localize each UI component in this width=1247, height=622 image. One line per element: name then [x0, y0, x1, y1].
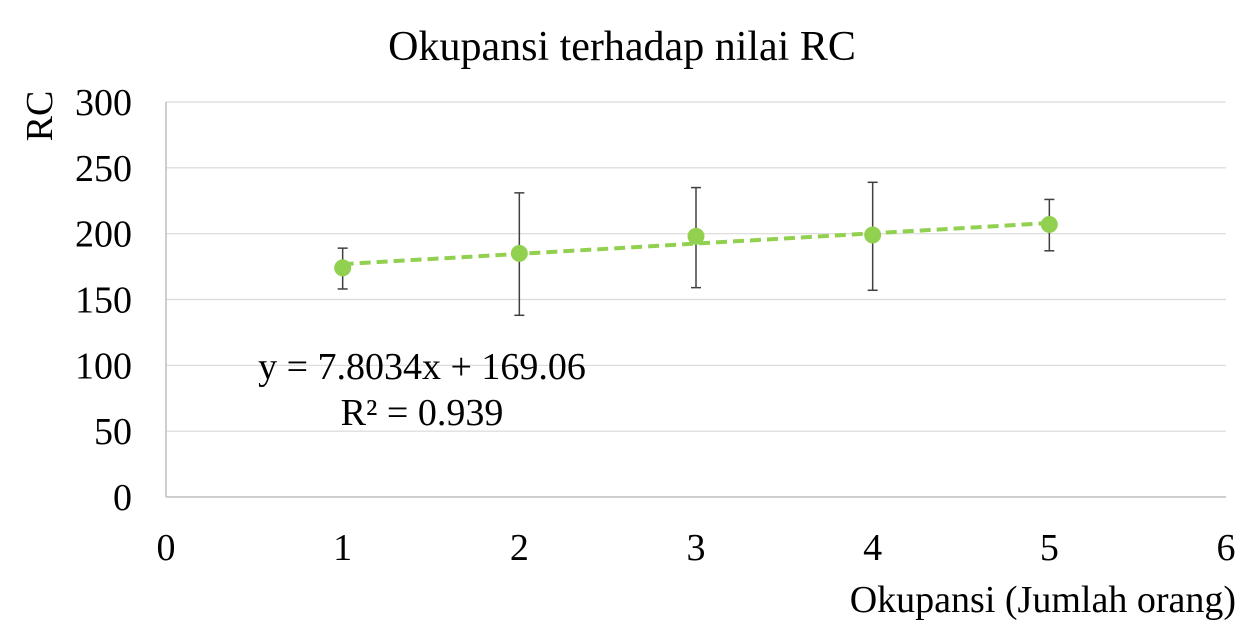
- x-tick-label-6: 6: [1217, 527, 1236, 569]
- x-axis-label: Okupansi (Jumlah orang): [850, 579, 1236, 621]
- chart-title: Okupansi terhadap nilai RC: [388, 24, 856, 70]
- y-tick-label-100: 100: [75, 345, 132, 387]
- gridlines: [166, 101, 1226, 432]
- data-point-2: [510, 244, 528, 262]
- x-tick-label-5: 5: [1040, 527, 1059, 569]
- trendline-r-squared: R² = 0.939: [341, 392, 504, 434]
- data-point-1: [334, 259, 352, 277]
- y-tick-label-200: 200: [75, 214, 132, 256]
- x-tick-label-2: 2: [510, 527, 529, 569]
- y-tick-label-250: 250: [75, 148, 132, 190]
- error-bars: [337, 181, 1055, 317]
- y-tick-label-50: 50: [94, 411, 132, 453]
- y-tick-label-300: 300: [75, 82, 132, 124]
- x-tick-label-0: 0: [157, 527, 176, 569]
- y-tick-label-150: 150: [75, 280, 132, 322]
- x-tick-label-1: 1: [333, 527, 352, 569]
- data-point-5: [1040, 215, 1058, 233]
- y-axis-label: RC: [19, 91, 61, 142]
- x-tick-label-4: 4: [863, 527, 882, 569]
- data-point-3: [687, 227, 705, 245]
- trendline-equation: y = 7.8034x + 169.06: [258, 346, 586, 388]
- y-tick-label-0: 0: [113, 477, 132, 519]
- tick-labels: 0 50 100 150 200 250 300 0 1 2 3 4 5 6: [75, 82, 1236, 569]
- data-point-4: [864, 226, 882, 244]
- x-tick-label-3: 3: [687, 527, 706, 569]
- axes: [165, 102, 1226, 498]
- data-points: [334, 215, 1058, 277]
